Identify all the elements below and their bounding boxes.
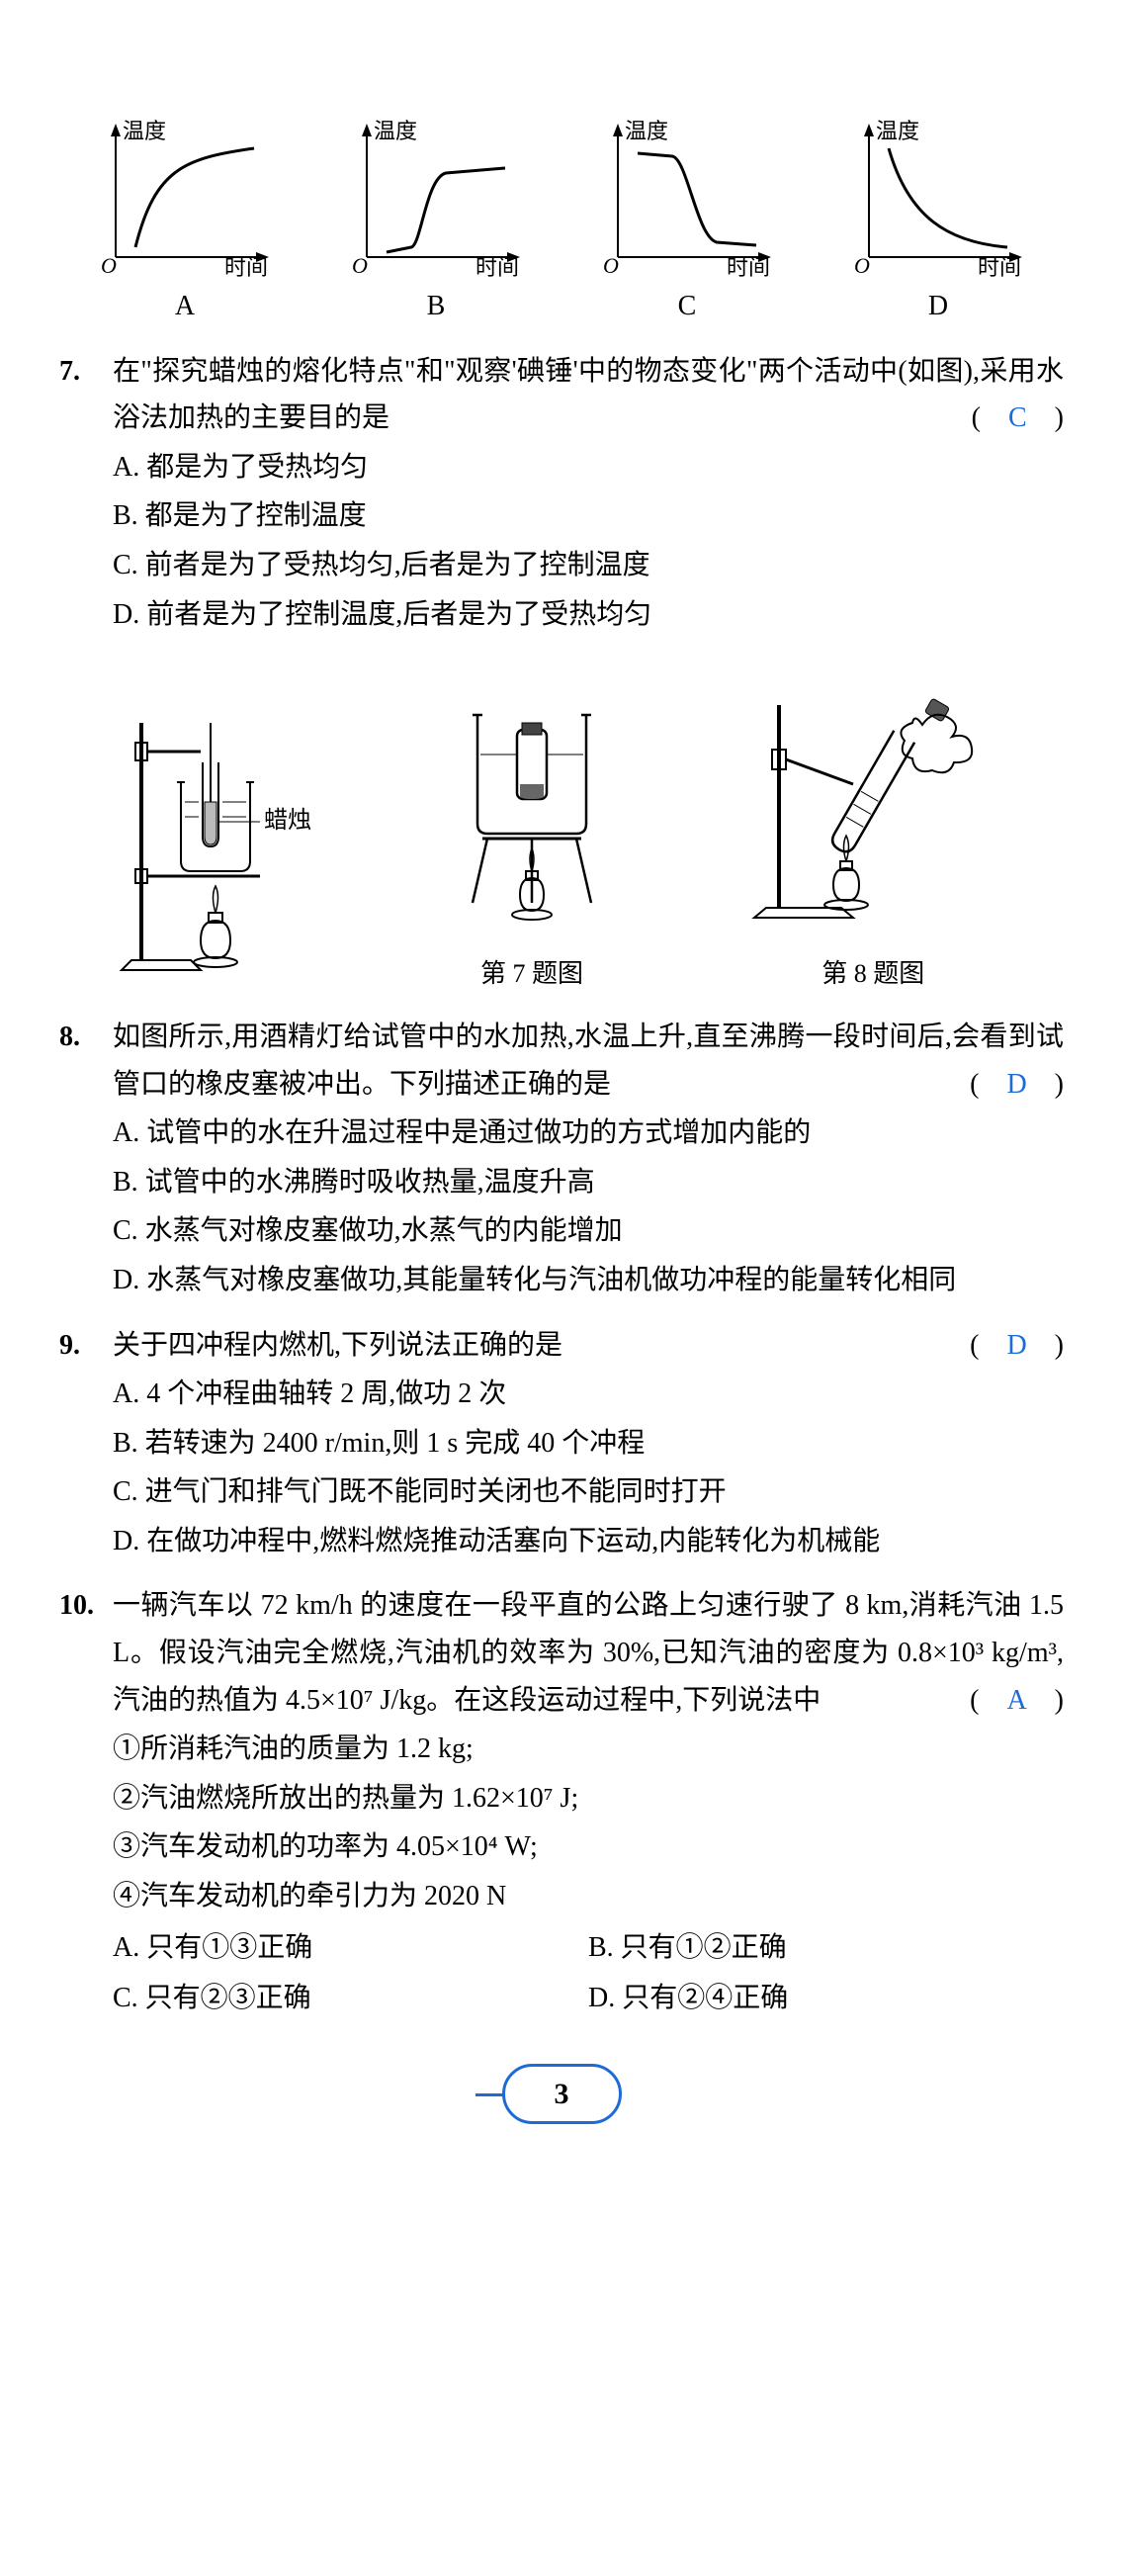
graph-ylabel: 温度 bbox=[123, 119, 166, 143]
q7-opt-c: C. 前者是为了受热均匀,后者是为了控制温度 bbox=[113, 542, 1064, 589]
q7-number: 7. bbox=[59, 348, 113, 396]
svg-text:O: O bbox=[854, 253, 870, 277]
q7-answer: C bbox=[1008, 402, 1027, 433]
q8-opt-d: D. 水蒸气对橡皮塞做功,其能量转化与汽油机做功冲程的能量转化相同 bbox=[113, 1257, 1064, 1304]
svg-text:时间: 时间 bbox=[727, 255, 770, 277]
curve-d bbox=[889, 148, 1007, 247]
q8-stem-text: 如图所示,用酒精灯给试管中的水加热,水温上升,直至沸腾一段时间后,会看到试管口的… bbox=[113, 1022, 1064, 1100]
svg-text:O: O bbox=[603, 253, 619, 277]
q9-opt-c: C. 进气门和排气门既不能同时关闭也不能同时打开 bbox=[113, 1468, 1064, 1516]
q8-opt-b: B. 试管中的水沸腾时吸收热量,温度升高 bbox=[113, 1159, 1064, 1206]
figure-8-caption: 第 8 题图 bbox=[734, 952, 1011, 996]
q10-opt-a: A. 只有①③正确 bbox=[113, 1924, 588, 1972]
graph-b: 温度 O 时间 bbox=[337, 119, 535, 277]
q9-stem-text: 关于四冲程内燃机,下列说法正确的是 bbox=[113, 1330, 562, 1361]
figure-q8: 第 8 题图 bbox=[734, 656, 1011, 996]
figure-q7-right: 第 7 题图 bbox=[433, 675, 631, 996]
q8-opt-a: A. 试管中的水在升温过程中是通过做功的方式增加内能的 bbox=[113, 1110, 1064, 1157]
q8-stem: 如图所示,用酒精灯给试管中的水加热,水温上升,直至沸腾一段时间后,会看到试管口的… bbox=[113, 1014, 1064, 1108]
svg-text:时间: 时间 bbox=[475, 255, 519, 277]
q8-answer-paren: ( D ) bbox=[970, 1061, 1064, 1109]
q7-opt-a: A. 都是为了受热均匀 bbox=[113, 444, 1064, 491]
graph-origin: O bbox=[101, 253, 117, 277]
curve-a bbox=[135, 148, 254, 247]
q10-s2: ②汽油燃烧所放出的热量为 1.62×10⁷ J; bbox=[113, 1775, 1064, 1822]
graph-option-labels: A B C D bbox=[59, 283, 1064, 330]
question-8: 8. 如图所示,用酒精灯给试管中的水加热,水温上升,直至沸腾一段时间后,会看到试… bbox=[59, 1014, 1064, 1304]
q10-stem: 一辆汽车以 72 km/h 的速度在一段平直的公路上匀速行驶了 8 km,消耗汽… bbox=[113, 1582, 1064, 1724]
q10-number: 10. bbox=[59, 1582, 113, 1630]
graph-xlabel: 时间 bbox=[224, 255, 268, 277]
svg-text:温度: 温度 bbox=[625, 119, 668, 143]
graph-c: 温度 O 时间 bbox=[588, 119, 786, 277]
curve-c bbox=[638, 153, 756, 245]
q9-answer-paren: ( D ) bbox=[970, 1322, 1064, 1370]
q10-opt-c: C. 只有②③正确 bbox=[113, 1975, 588, 2022]
q9-opt-a: A. 4 个冲程曲轴转 2 周,做功 2 次 bbox=[113, 1371, 1064, 1418]
q7-answer-paren: ( C ) bbox=[972, 395, 1064, 442]
question-9: 9. 关于四冲程内燃机,下列说法正确的是 ( D ) A. 4 个冲程曲轴转 2… bbox=[59, 1322, 1064, 1565]
svg-text:时间: 时间 bbox=[978, 255, 1021, 277]
graph-label-c: C bbox=[588, 283, 786, 330]
graph-a: 温度 O 时间 bbox=[86, 119, 284, 277]
svg-text:温度: 温度 bbox=[374, 119, 417, 143]
svg-text:温度: 温度 bbox=[876, 119, 919, 143]
q8-number: 8. bbox=[59, 1014, 113, 1061]
q10-answer: A bbox=[1006, 1685, 1026, 1716]
q9-stem: 关于四冲程内燃机,下列说法正确的是 ( D ) bbox=[113, 1322, 1064, 1370]
q7-stem-text: 在"探究蜡烛的熔化特点"和"观察'碘锤'中的物态变化"两个活动中(如图),采用水… bbox=[113, 356, 1064, 434]
q9-answer: D bbox=[1006, 1330, 1026, 1361]
q10-s4: ④汽车发动机的牵引力为 2020 N bbox=[113, 1873, 1064, 1920]
graph-d: 温度 O 时间 bbox=[839, 119, 1037, 277]
q10-opt-b: B. 只有①②正确 bbox=[588, 1924, 1064, 1972]
q10-s1: ①所消耗汽油的质量为 1.2 kg; bbox=[113, 1726, 1064, 1773]
graph-label-d: D bbox=[839, 283, 1037, 330]
graph-row: 温度 O 时间 温度 O 时间 温度 bbox=[59, 119, 1064, 277]
q10-s3: ③汽车发动机的功率为 4.05×10⁴ W; bbox=[113, 1823, 1064, 1871]
svg-text:O: O bbox=[352, 253, 368, 277]
figure-q7-left: 蜡烛 bbox=[112, 703, 329, 996]
q10-answer-paren: ( A ) bbox=[970, 1677, 1064, 1725]
q9-opt-d: D. 在做功冲程中,燃料燃烧推动活塞向下运动,内能转化为机械能 bbox=[113, 1518, 1064, 1565]
question-7: 7. 在"探究蜡烛的熔化特点"和"观察'碘锤'中的物态变化"两个活动中(如图),… bbox=[59, 348, 1064, 996]
graph-label-b: B bbox=[337, 283, 535, 330]
graph-label-a: A bbox=[86, 283, 284, 330]
q10-opt-d: D. 只有②④正确 bbox=[588, 1975, 1064, 2022]
page-number-wrap: 3 bbox=[59, 2064, 1064, 2124]
q7-stem: 在"探究蜡烛的熔化特点"和"观察'碘锤'中的物态变化"两个活动中(如图),采用水… bbox=[113, 348, 1064, 442]
q7-opt-d: D. 前者是为了控制温度,后者是为了受热均匀 bbox=[113, 591, 1064, 639]
q8-answer: D bbox=[1006, 1069, 1026, 1100]
q10-stem-text: 一辆汽车以 72 km/h 的速度在一段平直的公路上匀速行驶了 8 km,消耗汽… bbox=[113, 1590, 1064, 1715]
figure-7-caption: 第 7 题图 bbox=[433, 952, 631, 996]
figure-row-7-8: 蜡烛 bbox=[59, 656, 1064, 996]
q9-opt-b: B. 若转速为 2400 r/min,则 1 s 完成 40 个冲程 bbox=[113, 1420, 1064, 1467]
q8-opt-c: C. 水蒸气对橡皮塞做功,水蒸气的内能增加 bbox=[113, 1207, 1064, 1255]
question-10: 10. 一辆汽车以 72 km/h 的速度在一段平直的公路上匀速行驶了 8 km… bbox=[59, 1582, 1064, 2023]
q9-number: 9. bbox=[59, 1322, 113, 1370]
fig-candle-label: 蜡烛 bbox=[264, 807, 311, 834]
page-number: 3 bbox=[502, 2064, 622, 2124]
q7-opt-b: B. 都是为了控制温度 bbox=[113, 492, 1064, 540]
curve-b bbox=[387, 168, 505, 252]
